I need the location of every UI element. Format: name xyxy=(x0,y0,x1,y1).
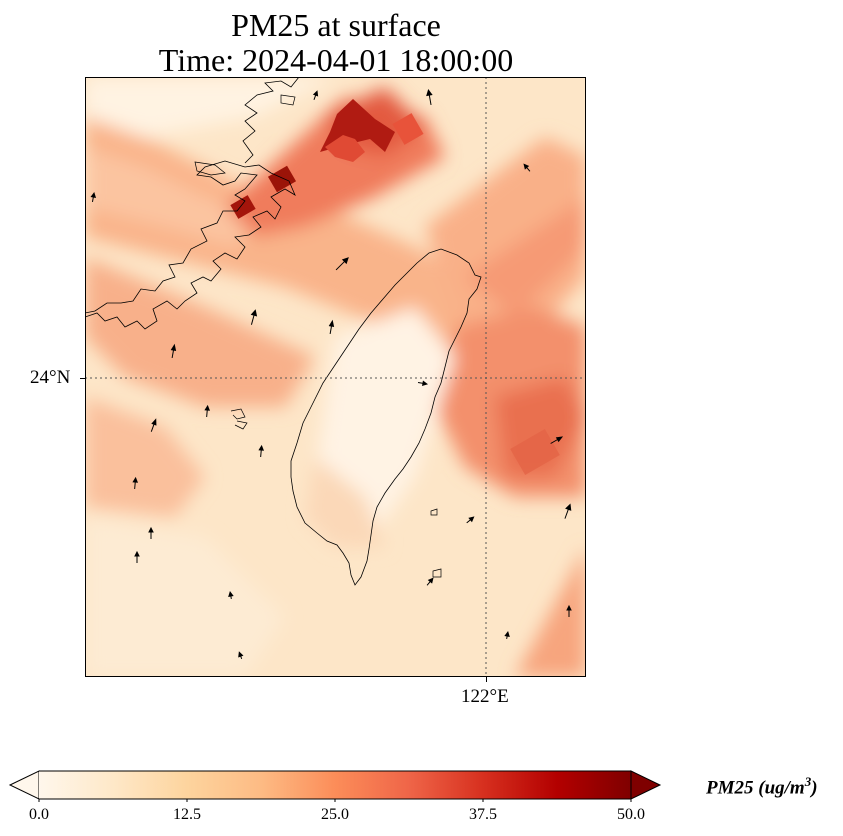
pm25-map xyxy=(85,77,586,677)
colorbar-extend-min xyxy=(8,770,40,800)
lat-tick-mark xyxy=(80,378,85,379)
colorbar-label-superscript: 3 xyxy=(804,774,812,789)
colorbar-tick-4: 50.0 xyxy=(617,806,645,823)
map-frame xyxy=(85,77,586,677)
orchid-island xyxy=(432,568,442,578)
colorbar-tick-2: 25.0 xyxy=(321,806,349,823)
wind-arrows xyxy=(90,89,572,660)
penghu-islands xyxy=(230,408,248,430)
hotspot-cells xyxy=(230,99,560,475)
map-title-line1: PM25 at surface xyxy=(231,7,441,43)
green-island xyxy=(430,508,438,516)
colorbar-gradient xyxy=(39,771,631,799)
taiwan-coastline xyxy=(290,248,482,586)
colorbar-label-close: ) xyxy=(811,777,818,799)
china-coastline xyxy=(85,160,296,330)
lon-tick-mark xyxy=(486,677,487,682)
map-title-line2: Time: 2024-04-01 18:00:00 xyxy=(158,42,514,78)
colorbar xyxy=(8,770,662,802)
colorbar-tick-0: 0.0 xyxy=(29,806,49,823)
lon-tick-label: 122°E xyxy=(461,686,509,707)
colorbar-extend-max xyxy=(630,770,662,800)
lat-tick-label: 24°N xyxy=(30,367,71,388)
islands-north xyxy=(194,94,296,176)
colorbar-label: PM25 (ug/m3) xyxy=(706,774,818,799)
colorbar-label-text: PM25 (ug/m xyxy=(706,777,805,799)
fujian-coast-north xyxy=(242,77,300,164)
colorbar-tick-3: 37.5 xyxy=(469,806,497,823)
colorbar-tick-1: 12.5 xyxy=(173,806,201,823)
